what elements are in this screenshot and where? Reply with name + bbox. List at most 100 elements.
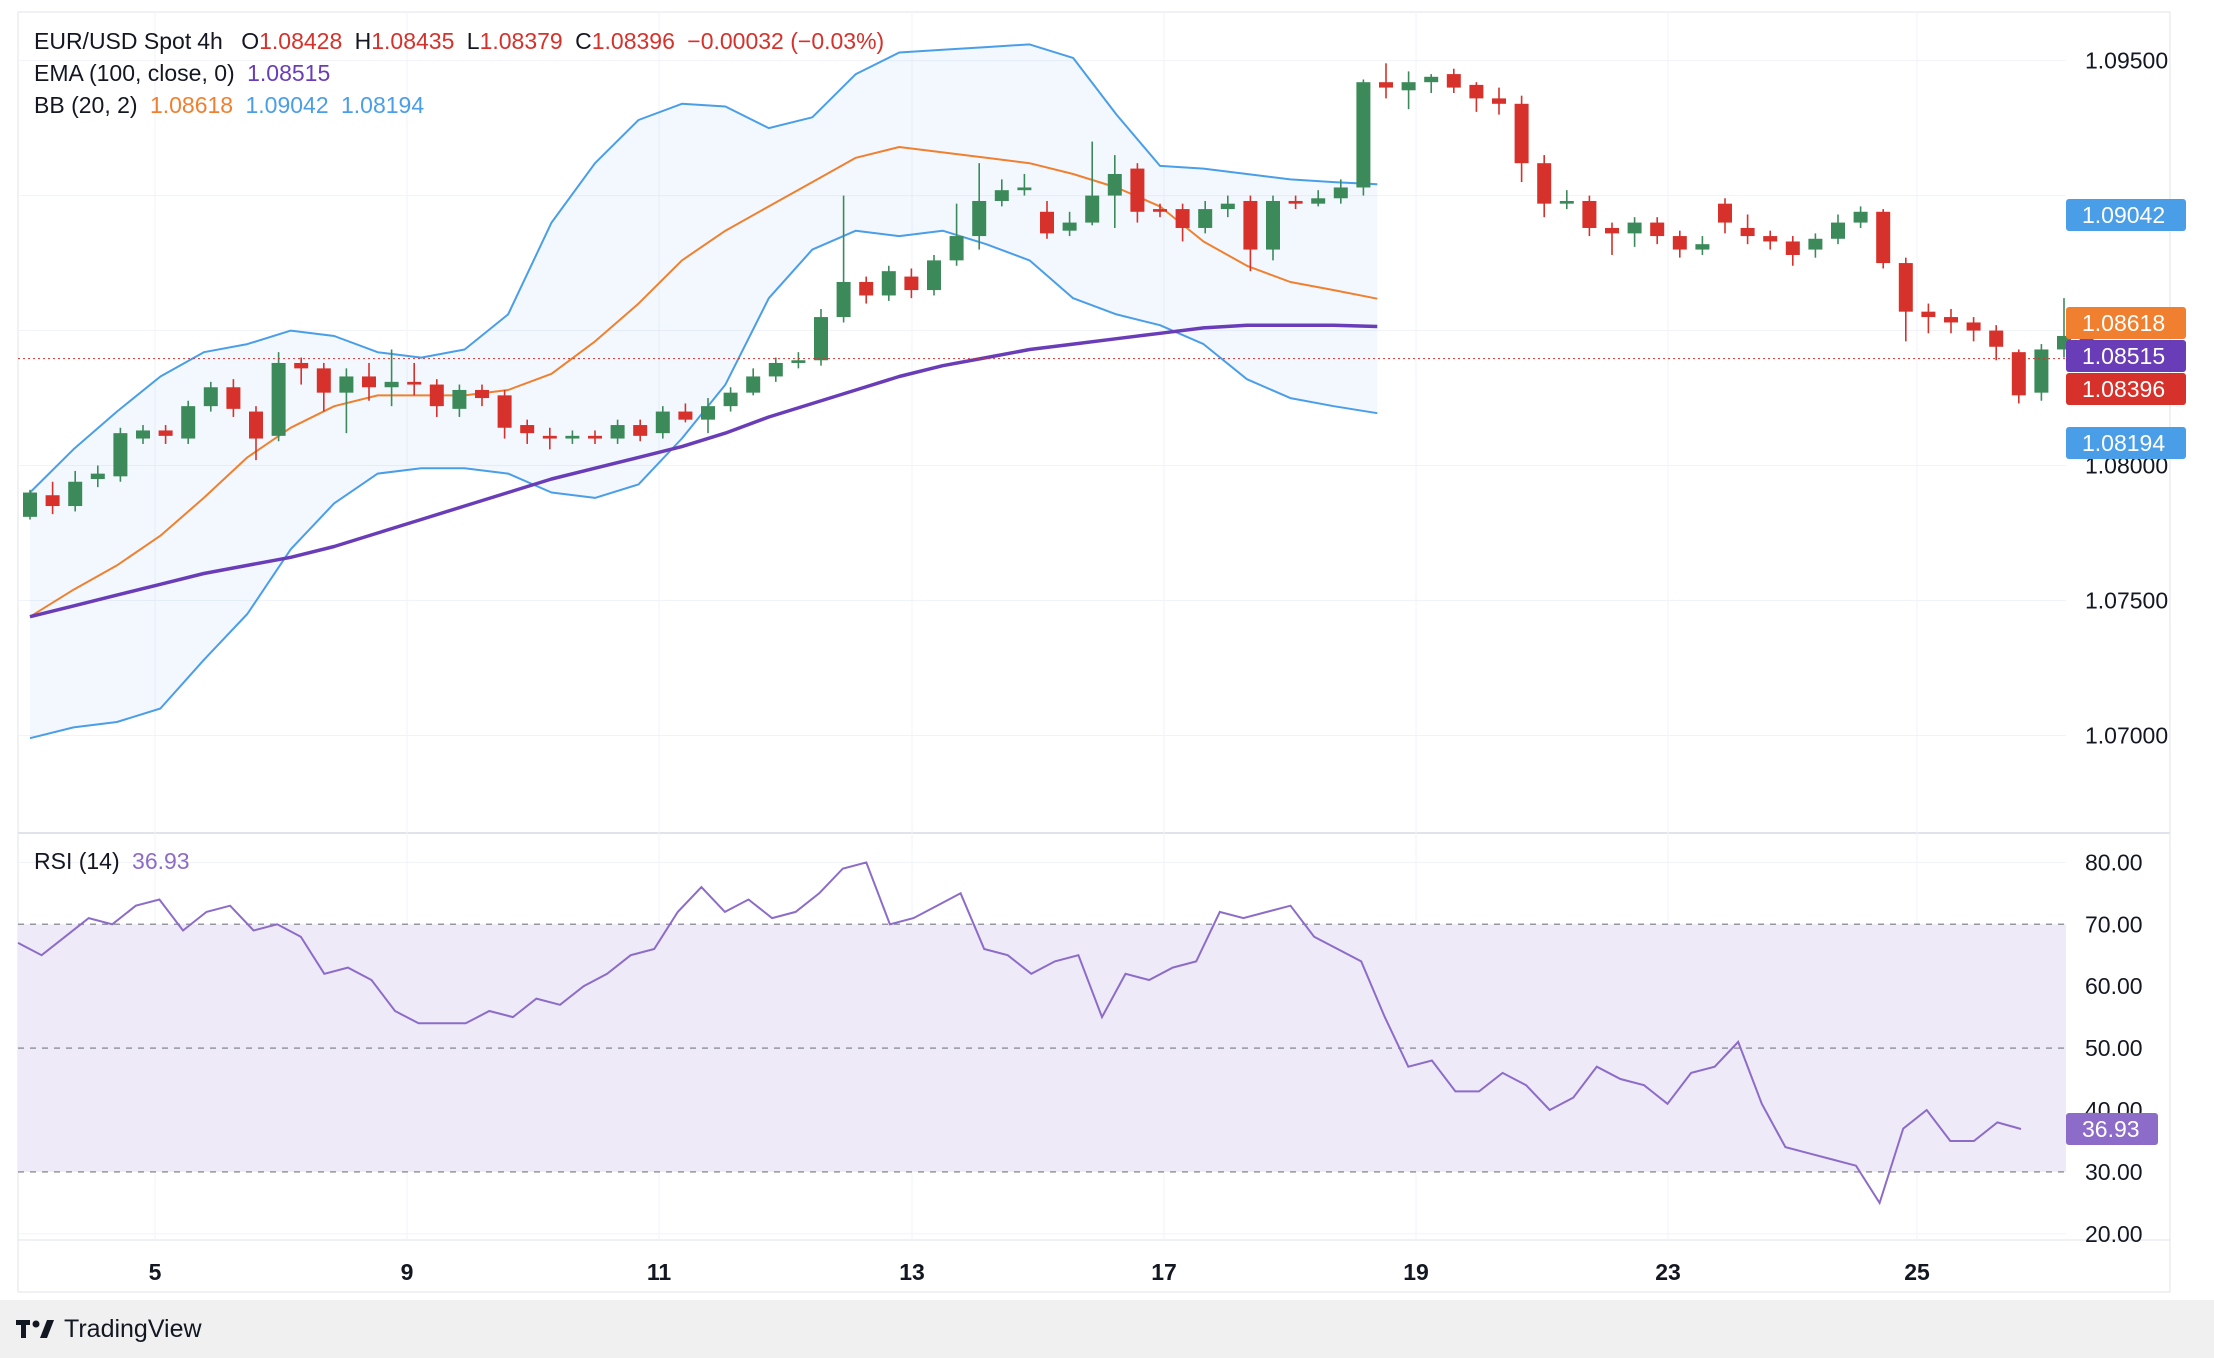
candle-body bbox=[1763, 236, 1778, 242]
badge-ema: 1.08515 bbox=[2082, 343, 2165, 369]
candle-body bbox=[497, 395, 512, 428]
candle-body bbox=[90, 473, 105, 480]
candle-body bbox=[203, 387, 218, 407]
candle-body bbox=[768, 362, 783, 377]
candle-body bbox=[1876, 211, 1891, 264]
rsi-tick-label: 70.00 bbox=[2085, 911, 2143, 937]
candle-body bbox=[1446, 74, 1461, 88]
candle-body bbox=[1266, 200, 1280, 250]
candle-body bbox=[1740, 227, 1755, 237]
candle-body bbox=[271, 362, 286, 436]
candle-body bbox=[633, 425, 648, 436]
candle-body bbox=[1989, 330, 2004, 347]
time-tick-label: 19 bbox=[1403, 1259, 1429, 1285]
candle-body bbox=[678, 411, 693, 420]
rsi-tick-label: 80.00 bbox=[2085, 849, 2143, 875]
candle-body bbox=[588, 435, 602, 439]
c-value: 1.08396 bbox=[591, 28, 675, 54]
candle-body bbox=[1831, 222, 1845, 239]
change-value: −0.00032 (−0.03%) bbox=[687, 28, 885, 54]
legend-ema: EMA (100, close, 0) 1.08515 bbox=[34, 60, 336, 87]
brand-name[interactable]: TradingView bbox=[64, 1314, 202, 1343]
candle-body bbox=[1107, 173, 1122, 196]
candle-body bbox=[1469, 84, 1484, 99]
candle-body bbox=[23, 492, 37, 517]
candle-body bbox=[1220, 203, 1235, 210]
o-value: 1.08428 bbox=[259, 28, 343, 54]
candle-body bbox=[542, 435, 557, 439]
candle-body bbox=[1424, 76, 1439, 83]
price-tick-label: 1.07000 bbox=[2085, 723, 2168, 749]
candle-body bbox=[294, 362, 309, 369]
candle-body bbox=[1288, 200, 1303, 204]
candle-body bbox=[1966, 322, 1981, 331]
candle-body bbox=[836, 281, 851, 318]
time-tick-label: 23 bbox=[1655, 1259, 1681, 1285]
symbol-label[interactable]: EUR/USD Spot bbox=[34, 28, 192, 54]
tradingview-logo-icon[interactable] bbox=[16, 1318, 54, 1340]
candle-body bbox=[1921, 311, 1936, 318]
candle-body bbox=[814, 317, 828, 361]
candle-body bbox=[339, 376, 354, 393]
candle-body bbox=[1085, 195, 1100, 223]
candle-body bbox=[316, 368, 331, 393]
o-label: O bbox=[241, 28, 260, 54]
ema-label[interactable]: EMA (100, close, 0) bbox=[34, 60, 235, 86]
time-tick-label: 17 bbox=[1151, 1259, 1177, 1285]
candle-body bbox=[791, 360, 806, 363]
badge-rsi: 36.93 bbox=[2082, 1116, 2140, 1142]
candle-body bbox=[1898, 263, 1913, 312]
candle-body bbox=[1808, 238, 1823, 250]
candle-body bbox=[1944, 317, 1958, 323]
h-value: 1.08435 bbox=[371, 28, 455, 54]
h-label: H bbox=[354, 28, 372, 54]
rsi-tick-label: 60.00 bbox=[2085, 973, 2143, 999]
candle-body bbox=[1559, 200, 1574, 204]
candle-body bbox=[384, 381, 399, 388]
candle-body bbox=[45, 495, 60, 507]
candle-body bbox=[565, 435, 580, 439]
ema-value: 1.08515 bbox=[247, 60, 331, 86]
candle-body bbox=[181, 406, 196, 439]
rsi-tick-label: 20.00 bbox=[2085, 1221, 2143, 1247]
candle-body bbox=[994, 190, 1009, 201]
bb-label[interactable]: BB (20, 2) bbox=[34, 92, 138, 118]
candle-body bbox=[520, 425, 535, 434]
rsi-band bbox=[18, 923, 2066, 1173]
candle-body bbox=[1672, 236, 1687, 250]
candle-body bbox=[1853, 211, 1868, 223]
legend-rsi: RSI (14) 36.93 bbox=[34, 848, 190, 875]
candle-body bbox=[68, 481, 83, 507]
candle-body bbox=[1175, 209, 1190, 228]
badge-bb-mid: 1.08618 bbox=[2082, 310, 2165, 336]
badge-bb-lower-bg bbox=[2066, 427, 2186, 459]
time-axis: 5 9 11 13 17 19 23 25 bbox=[149, 1259, 1930, 1285]
rsi-label[interactable]: RSI (14) bbox=[34, 848, 120, 874]
candle-body bbox=[1514, 103, 1529, 164]
badge-last-price: 1.08396 bbox=[2082, 376, 2165, 402]
candle-body bbox=[655, 411, 670, 434]
bb-lower-value: 1.08194 bbox=[341, 92, 425, 118]
timeframe-label[interactable]: 4h bbox=[197, 28, 223, 54]
chart-svg[interactable]: 1.095001.080001.075001.0700080.0070.0060… bbox=[0, 0, 2214, 1300]
candle-body bbox=[429, 384, 444, 407]
candle-body bbox=[226, 387, 241, 409]
time-tick-label: 11 bbox=[647, 1259, 672, 1285]
candle-body bbox=[972, 200, 987, 237]
rsi-tick-label: 50.00 bbox=[2085, 1035, 2143, 1061]
badge-bb-lower: 1.08194 bbox=[2082, 430, 2165, 456]
candle-body bbox=[2034, 349, 2049, 393]
rsi-series-line bbox=[17, 861, 2022, 1206]
candle-body bbox=[746, 376, 761, 393]
l-label: L bbox=[466, 28, 480, 54]
candle-body bbox=[859, 281, 874, 296]
time-tick-label: 25 bbox=[1904, 1259, 1930, 1285]
candle-body bbox=[1627, 222, 1642, 234]
candle-body bbox=[701, 406, 715, 420]
price-badges: 1.09042 1.08618 1.08515 1.08396 1.08194 36.93 bbox=[2066, 199, 2186, 1146]
badge-bb-upper: 1.09042 bbox=[2082, 202, 2165, 228]
chart-border bbox=[17, 11, 2171, 1293]
l-value: 1.08379 bbox=[479, 28, 563, 54]
candle-body bbox=[610, 425, 625, 439]
candle-body bbox=[881, 271, 896, 296]
